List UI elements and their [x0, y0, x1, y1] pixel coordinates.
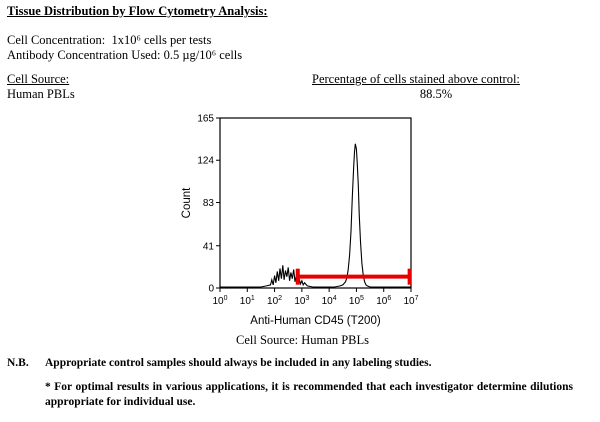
svg-text:165: 165 — [197, 114, 214, 125]
svg-text:83: 83 — [203, 198, 215, 209]
nb-note: N.B. Appropriate control samples should … — [7, 357, 593, 369]
svg-text:102: 102 — [267, 295, 282, 307]
svg-text:100: 100 — [212, 295, 227, 307]
cell-source-label: Cell Source: — [7, 72, 70, 86]
percent-stained-value: 88.5% — [419, 87, 453, 101]
svg-text:Count: Count — [181, 187, 193, 218]
svg-text:105: 105 — [349, 295, 364, 307]
footnote: * For optimal results in various applica… — [45, 381, 573, 408]
svg-text:41: 41 — [203, 241, 215, 252]
svg-text:Anti-Human CD45 (T200): Anti-Human CD45 (T200) — [250, 315, 381, 327]
flow-cytometry-chart: 0 41 83 124 165 100 101 102 103 104 105 106 107 Anti-… — [180, 112, 425, 338]
cell-concentration-line: Cell Concentration: 1x10⁶ cells per test… — [7, 33, 212, 47]
antibody-concentration-line: Antibody Concentration Used: 0.5 µg/10⁶ … — [7, 48, 243, 62]
svg-text:0: 0 — [208, 284, 214, 295]
cell-source-value: Human PBLs — [7, 87, 75, 101]
svg-text:124: 124 — [197, 156, 214, 167]
svg-text:103: 103 — [294, 295, 309, 307]
nb-text: Appropriate control samples should alway… — [45, 357, 432, 369]
svg-text:107: 107 — [403, 295, 418, 307]
flow-cytometry-histogram: 0 41 83 124 165 100 101 102 103 104 105 106 107 Anti-… — [181, 114, 419, 328]
section-title: Tissue Distribution by Flow Cytometry An… — [7, 4, 268, 18]
svg-text:106: 106 — [376, 295, 391, 307]
percent-stained-label: Percentage of cells stained above contro… — [312, 72, 520, 86]
svg-text:104: 104 — [322, 295, 337, 307]
chart-caption: Cell Source: Human PBLs — [236, 333, 369, 347]
svg-text:101: 101 — [240, 295, 255, 307]
nb-label: N.B. — [7, 357, 29, 369]
